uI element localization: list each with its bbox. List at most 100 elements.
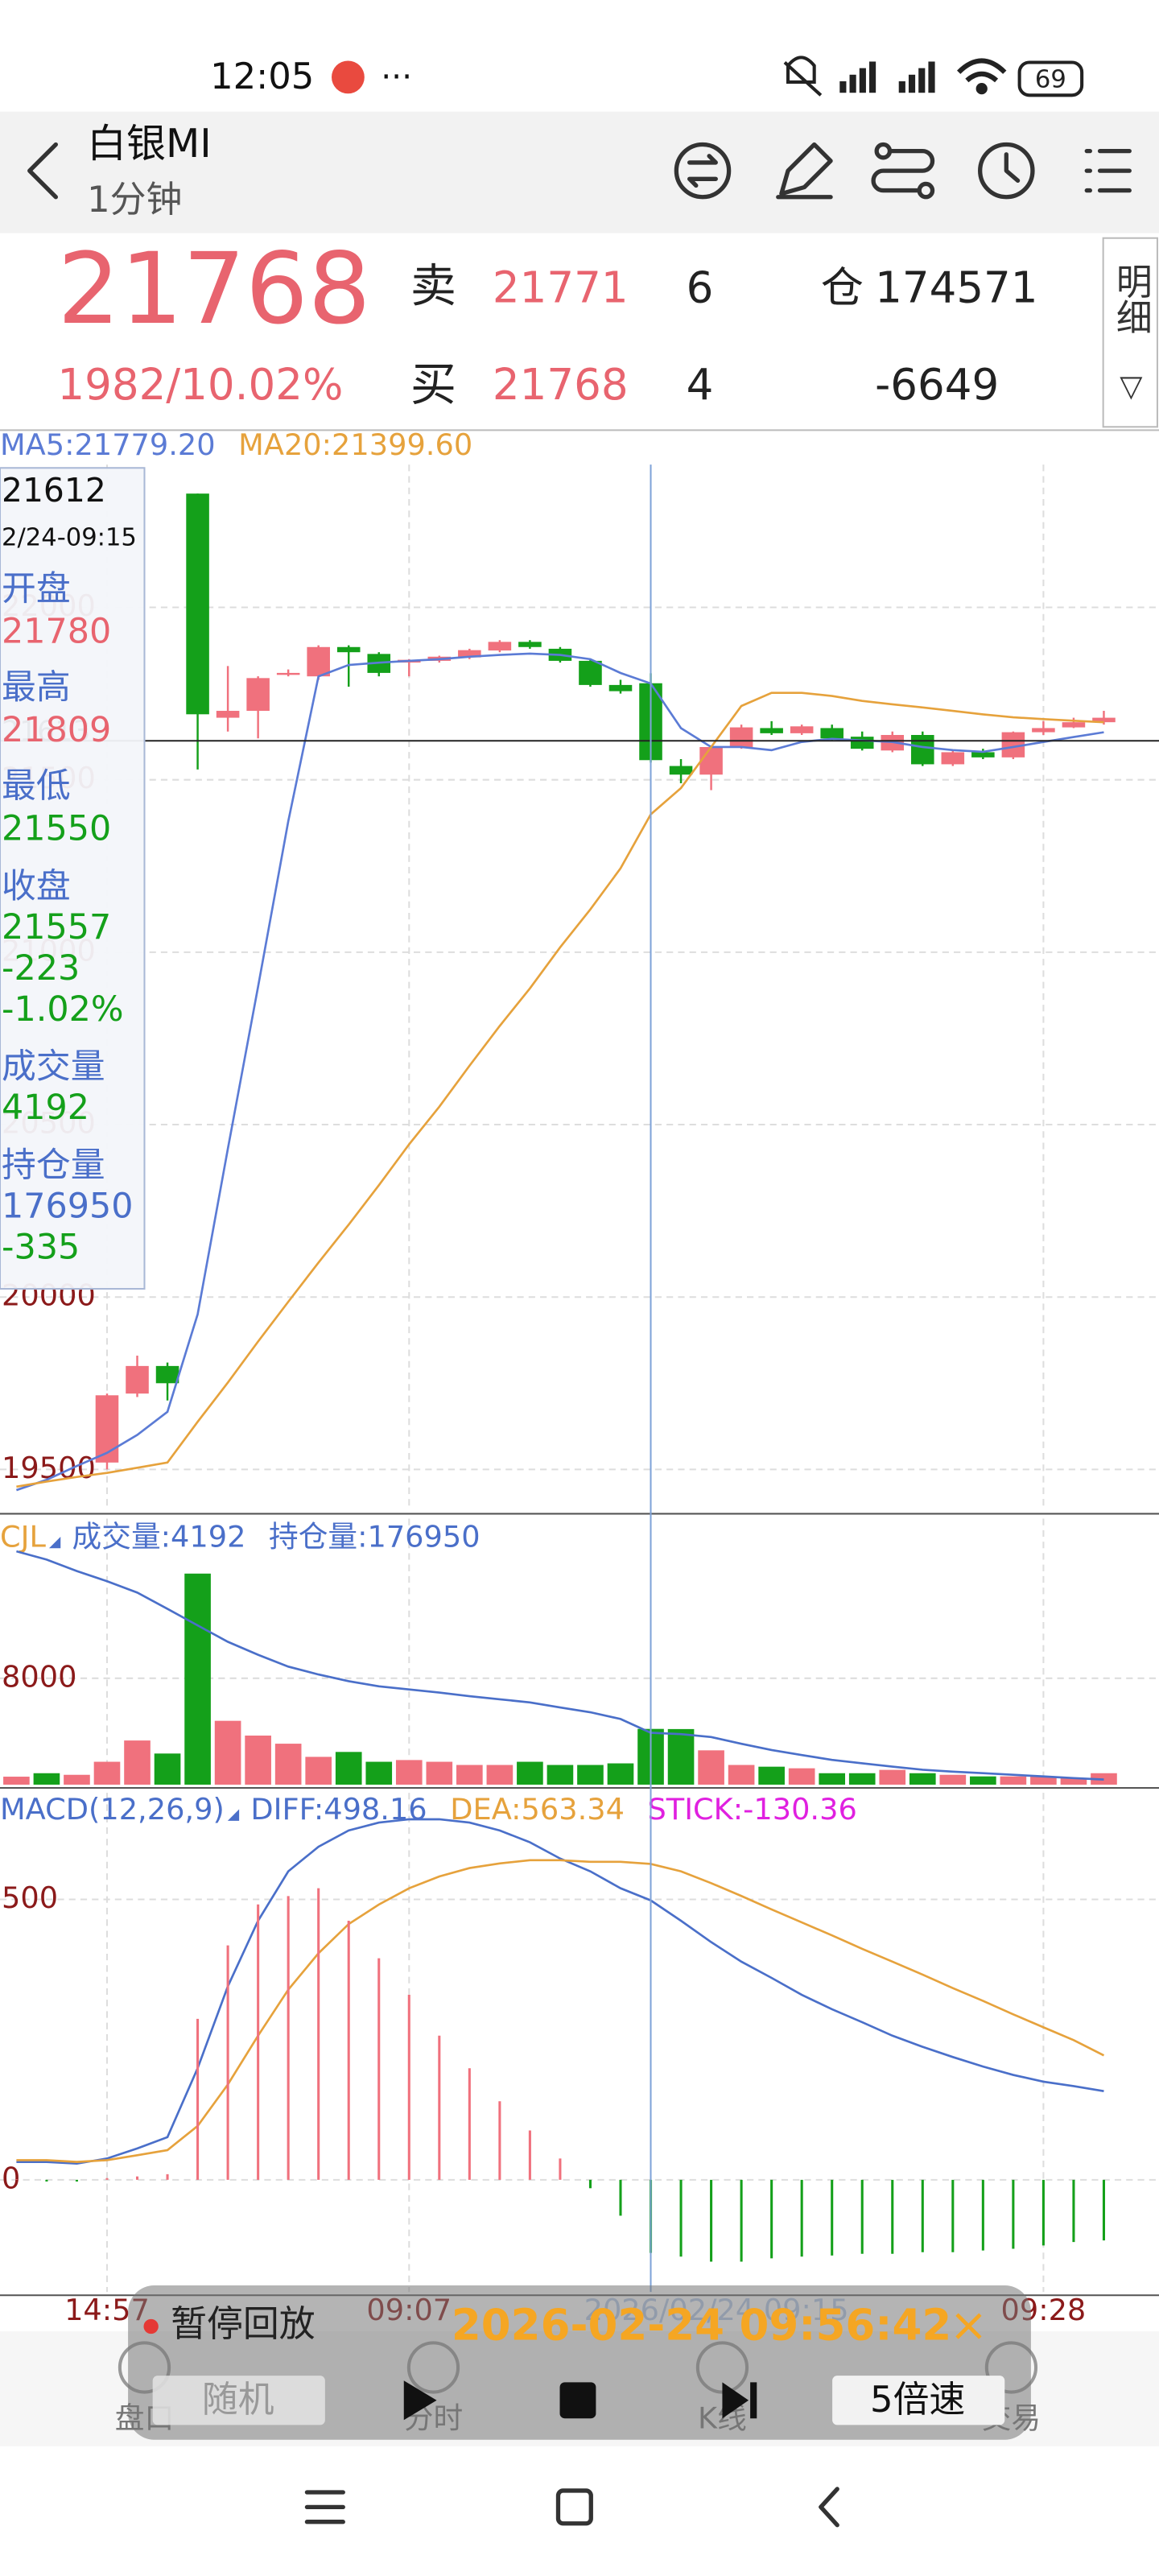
- volume-bar: [698, 1750, 724, 1785]
- y-tick-label: 0: [2, 2161, 20, 2195]
- candle-body: [1092, 717, 1116, 723]
- status-time: 12:05: [210, 55, 314, 97]
- volume-bar: [517, 1761, 543, 1785]
- series-line: [16, 1859, 1105, 2163]
- candle-body: [1032, 728, 1055, 733]
- volume-bar: [547, 1765, 574, 1785]
- legend-entry: MA5:21779.20: [0, 427, 216, 462]
- volume-bar: [33, 1773, 60, 1785]
- info-change-pct: -1.02%: [2, 989, 124, 1030]
- volume-bar: [879, 1769, 906, 1785]
- instrument-name: 白银MI: [87, 121, 212, 167]
- volume-bar: [245, 1735, 271, 1785]
- series-line: [16, 1818, 1104, 2165]
- candle-body: [95, 1395, 119, 1463]
- info-volume: 4192: [2, 1088, 89, 1128]
- bid-size: 4: [687, 360, 714, 410]
- info-label: 最低: [2, 766, 71, 806]
- legend-entry: MA20:21399.60: [238, 427, 472, 462]
- volume-bar: [274, 1744, 302, 1785]
- oi-label: 仓: [821, 263, 864, 313]
- battery-level: 69: [1035, 65, 1066, 93]
- period: 1分钟: [87, 178, 182, 221]
- legend-entry: STICK:-130.36: [648, 1792, 857, 1827]
- candle-body: [186, 493, 209, 715]
- last-price: 21768: [57, 231, 370, 346]
- nav-back[interactable]: [819, 2487, 839, 2528]
- ma-line: [16, 691, 1104, 1488]
- header: [0, 111, 1159, 233]
- record-dot: [143, 2318, 159, 2334]
- random-label: 随机: [202, 2378, 274, 2421]
- header-icons[interactable]: [674, 142, 1132, 200]
- volume-bar: [486, 1765, 514, 1785]
- y-tick-label: 500: [2, 1880, 58, 1915]
- playback-panel: [128, 2285, 1031, 2440]
- volume-bar: [848, 1773, 876, 1785]
- info-oi-change: -335: [2, 1228, 80, 1268]
- info-label: 开盘: [2, 569, 71, 609]
- info-close: 21557: [2, 907, 111, 947]
- candle-body: [608, 684, 633, 691]
- volume-bar: [3, 1777, 30, 1785]
- info-oi: 176950: [2, 1187, 134, 1227]
- stop-button[interactable]: [559, 2382, 596, 2419]
- candle-body: [820, 728, 843, 739]
- legend-title: MACD(12,26,9): [0, 1792, 225, 1827]
- candle-body: [669, 766, 693, 775]
- candle-body: [155, 1365, 179, 1384]
- back-button[interactable]: [27, 142, 58, 200]
- volume-bar: [93, 1761, 121, 1785]
- volume-bar: [909, 1773, 936, 1785]
- close-button[interactable]: ×: [949, 2299, 988, 2352]
- info-cursor-time: 2/24-09:15: [2, 523, 137, 551]
- candle-body: [336, 646, 361, 653]
- candle-body: [307, 646, 330, 677]
- volume-bar: [939, 1774, 967, 1785]
- info-cursor-price: 21612: [2, 471, 106, 510]
- ask-size: 6: [687, 263, 714, 313]
- nav-home[interactable]: [555, 2488, 593, 2526]
- play-button[interactable]: [403, 2380, 437, 2421]
- playback-time: 2026-02-24 09:56:42: [452, 2301, 951, 2351]
- volume-bar: [154, 1753, 181, 1785]
- candle-body: [488, 642, 512, 651]
- volume-bar: [1000, 1776, 1027, 1785]
- candle-body: [216, 711, 240, 718]
- speed-button[interactable]: [832, 2376, 1005, 2425]
- app-icon: [332, 60, 365, 94]
- volume-bar: [184, 1573, 211, 1785]
- legend-dropdown: [48, 1536, 61, 1549]
- detail-button[interactable]: [1102, 237, 1158, 428]
- step-button[interactable]: [722, 2382, 757, 2419]
- bid-price: 21768: [493, 360, 629, 410]
- volume-bar: [788, 1768, 815, 1785]
- volume-bar: [728, 1765, 755, 1785]
- volume-bar: [395, 1760, 423, 1785]
- nav-menu[interactable]: [304, 2490, 345, 2524]
- status-icons: [783, 56, 1084, 97]
- info-change: -223: [2, 948, 80, 989]
- volume-bar: [667, 1728, 695, 1785]
- price-change: 1982/10.02%: [57, 360, 343, 410]
- volume-bar: [64, 1774, 90, 1785]
- legend-entry: 成交量:4192: [72, 1520, 246, 1554]
- volume-bar: [758, 1766, 785, 1785]
- legend-entry: DEA:563.34: [450, 1792, 625, 1827]
- volume-bar: [819, 1773, 846, 1785]
- volume-bar: [607, 1763, 634, 1785]
- status-bar: [0, 0, 1159, 112]
- info-low: 21550: [2, 808, 111, 848]
- candle-body: [699, 746, 723, 775]
- bid-label: 买: [410, 358, 456, 411]
- volume-bar: [124, 1740, 151, 1785]
- legend-entry: DIFF:498.16: [250, 1792, 427, 1827]
- info-label: 持仓量: [2, 1146, 105, 1186]
- volume-bar: [365, 1761, 393, 1785]
- speed-label: 5倍速: [870, 2378, 965, 2421]
- random-button[interactable]: [152, 2376, 325, 2425]
- info-label: 最高: [2, 667, 71, 708]
- playback-status: 暂停回放: [171, 2302, 315, 2345]
- y-tick-label: 8000: [2, 1659, 76, 1694]
